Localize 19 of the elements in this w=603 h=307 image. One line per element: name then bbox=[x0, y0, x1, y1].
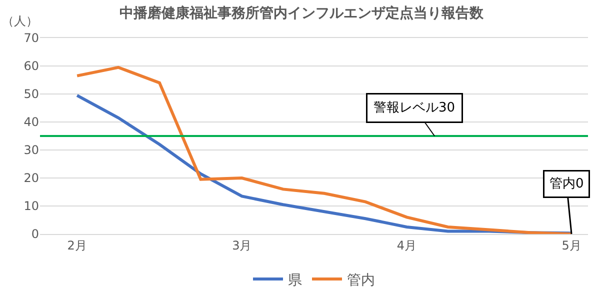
y-tick-label: 10 bbox=[24, 199, 39, 214]
x-tick-label: 5月 bbox=[562, 238, 582, 252]
legend-label: 県 bbox=[288, 272, 302, 288]
chart-title: 中播磨健康福祉事務所管内インフルエンザ定点当り報告数 bbox=[120, 4, 484, 22]
legend-label: 管内 bbox=[347, 272, 375, 288]
y-tick-label: 70 bbox=[24, 31, 39, 46]
x-tick-label: 2月 bbox=[67, 238, 87, 252]
y-tick-label: 30 bbox=[24, 143, 39, 158]
y-tick-label: 20 bbox=[24, 171, 39, 186]
y-tick-label: 60 bbox=[24, 59, 39, 74]
y-tick-label: 50 bbox=[24, 87, 39, 102]
y-tick-label: 0 bbox=[31, 227, 39, 242]
line-series bbox=[76, 66, 574, 234]
x-tick-label: 3月 bbox=[232, 238, 252, 252]
ref-line-label: 警報レベル30 bbox=[374, 100, 456, 116]
y-axis-title: （人） bbox=[2, 14, 38, 28]
y-tick-label: 40 bbox=[24, 115, 39, 130]
x-tick-label: 4月 bbox=[396, 238, 417, 252]
annotation: 管内0 bbox=[550, 176, 584, 192]
